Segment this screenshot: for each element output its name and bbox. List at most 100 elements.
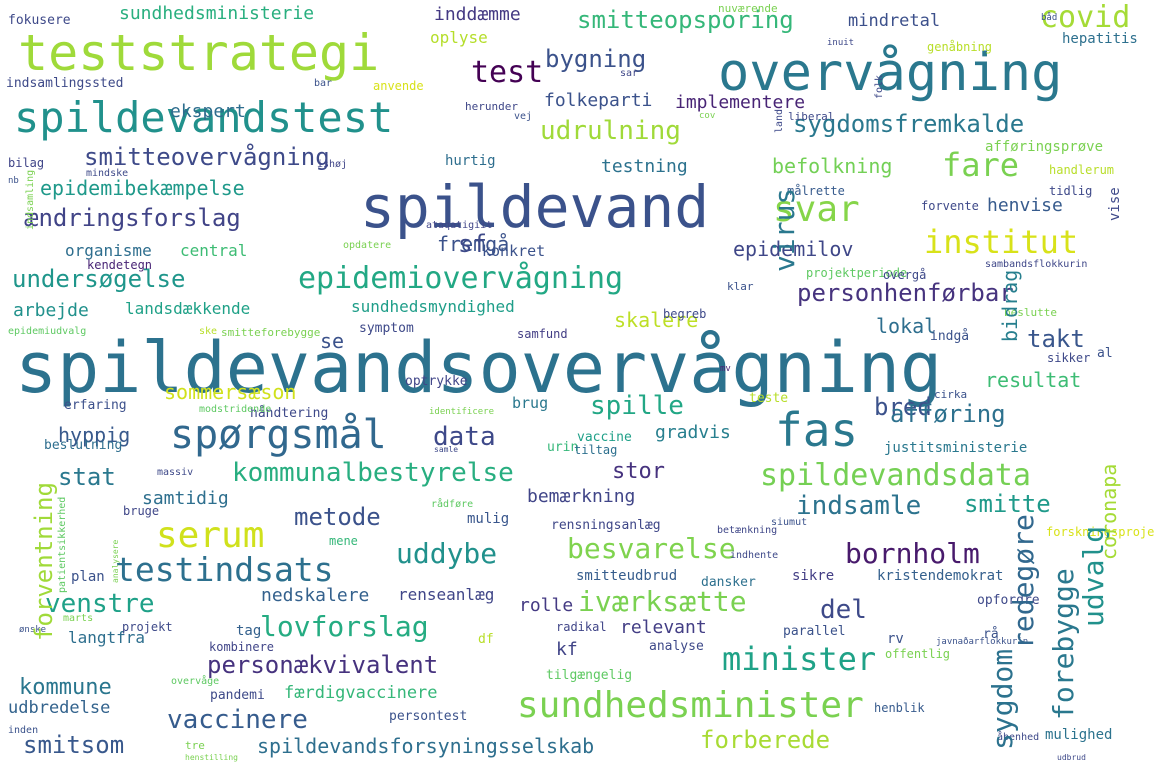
cloud-word: resultat — [985, 368, 1082, 392]
cloud-word: spildevand — [360, 173, 710, 241]
cloud-word: ishøj — [317, 159, 348, 170]
cloud-word: lokal — [876, 314, 937, 338]
cloud-word: spildevandsforsyningsselskab — [257, 734, 595, 758]
cloud-word: begreb — [663, 307, 707, 321]
cloud-word: vej — [514, 111, 533, 122]
cloud-word: bidrag — [998, 269, 1022, 342]
cloud-word: hurtig — [445, 153, 496, 169]
cloud-word: bar — [314, 78, 333, 89]
cloud-word: implementere — [675, 92, 806, 113]
cloud-word: folk — [874, 74, 885, 99]
cloud-word: afføringsprøve — [985, 139, 1104, 155]
cloud-word: symptom — [359, 321, 414, 336]
cloud-word: redegøre — [1007, 514, 1040, 649]
cloud-word: coronapa — [1097, 463, 1121, 560]
cloud-word: vise — [1107, 187, 1123, 221]
cloud-word: udrulning — [540, 116, 681, 146]
cloud-word: overvåge — [171, 676, 220, 687]
cloud-word: bred — [874, 393, 932, 421]
cloud-word: betænkning — [717, 525, 778, 536]
cloud-word: indsamlingssted — [6, 76, 124, 91]
cloud-word: plan — [71, 569, 105, 585]
cloud-word: forberede — [700, 726, 831, 754]
cloud-word: land — [774, 108, 785, 133]
cloud-word: epidemiudvalg — [8, 326, 87, 337]
cloud-word: forebygge — [1047, 568, 1080, 720]
cloud-word: forventning — [30, 482, 58, 641]
cloud-word: sygdom — [986, 648, 1019, 750]
cloud-word: modstridende — [199, 404, 272, 415]
cloud-word: bruge — [123, 504, 160, 518]
cloud-word: konkret — [482, 242, 546, 260]
cloud-word: optrykke — [405, 374, 468, 389]
cloud-word: nb — [8, 176, 19, 186]
cloud-word: genåbning — [927, 40, 993, 54]
cloud-word: sikre — [792, 568, 835, 584]
cloud-word: beslutning — [44, 438, 123, 453]
cloud-word: langtfra — [68, 628, 146, 647]
cloud-word: beslutte — [1004, 306, 1057, 319]
cloud-word: tiltag — [574, 443, 618, 457]
cloud-word: ændringsforslag — [24, 204, 241, 232]
cloud-word: df — [478, 632, 494, 647]
cloud-word: massiv — [157, 467, 194, 478]
cloud-word: ønske — [19, 625, 47, 635]
cloud-word: kendetegn — [87, 258, 153, 272]
cloud-word: stat — [58, 463, 116, 491]
cloud-word: smitsom — [23, 731, 125, 759]
cloud-word: rensningsanlæg — [551, 518, 661, 533]
cloud-word: analyse — [649, 639, 704, 654]
cloud-word: fas — [775, 403, 859, 457]
cloud-word: javnaðarflokkurin — [936, 637, 1029, 647]
cloud-word: offentlig — [885, 647, 951, 661]
cloud-word: spildevandsovervågning — [15, 327, 943, 409]
cloud-word: færdigvaccinere — [284, 683, 438, 703]
cloud-word: tidlig — [1049, 184, 1093, 198]
cloud-word: marts — [63, 613, 94, 624]
cloud-word: patientsikkerhed — [57, 496, 68, 593]
cloud-word: radikal — [556, 620, 607, 634]
cloud-word: cov — [699, 111, 716, 121]
cloud-word: parallel — [783, 624, 846, 639]
cloud-word: projektperiode — [806, 266, 908, 280]
cloud-word: spildevandsdata — [760, 458, 1031, 493]
cloud-word: henstilling — [185, 753, 238, 762]
cloud-word: bilag — [8, 156, 45, 170]
cloud-word: rå — [983, 627, 999, 642]
cloud-word: nedskalere — [261, 585, 370, 606]
cloud-word: analysere — [111, 539, 120, 583]
cloud-word: mene — [329, 534, 358, 548]
cloud-word: befolkning — [772, 154, 893, 178]
cloud-word: personækvivalent — [207, 651, 439, 679]
cloud-word: arbejde — [13, 300, 89, 321]
cloud-word: anvende — [373, 79, 424, 93]
cloud-word: sar — [620, 68, 639, 79]
cloud-word: projekt — [122, 620, 173, 634]
cloud-word: test — [471, 55, 544, 90]
cloud-word: indgå — [930, 329, 970, 344]
cloud-word: kommune — [19, 675, 112, 700]
cloud-word: mv — [720, 364, 731, 374]
cloud-word: indsamle — [796, 491, 922, 521]
cloud-word: epidemiovervågning — [298, 261, 624, 296]
cloud-word: herunder — [465, 100, 518, 113]
cloud-word: sikker — [1047, 351, 1091, 365]
cloud-word: nuværende — [718, 2, 778, 15]
cloud-word: vaccinere — [167, 705, 308, 735]
cloud-word: ekspert — [170, 101, 246, 122]
cloud-word: rolle — [519, 595, 574, 616]
cloud-word: serum — [156, 515, 265, 556]
cloud-word: mindretal — [848, 11, 941, 31]
cloud-word: persontest — [389, 709, 468, 724]
cloud-word: forskningsprojekt — [1046, 525, 1155, 539]
cloud-word: identificere — [429, 407, 495, 417]
cloud-word: kristendemokrat — [877, 568, 1004, 584]
cloud-word: brug — [512, 394, 549, 412]
cloud-word: venstre — [45, 589, 155, 619]
cloud-word: del — [820, 595, 867, 625]
cloud-word: uddybe — [396, 537, 498, 570]
cloud-word: skalere — [614, 308, 699, 332]
cloud-word: sambandsflokkurin — [985, 259, 1088, 270]
cloud-word: ataqatigiit — [426, 220, 493, 231]
cloud-word: metode — [294, 503, 381, 531]
